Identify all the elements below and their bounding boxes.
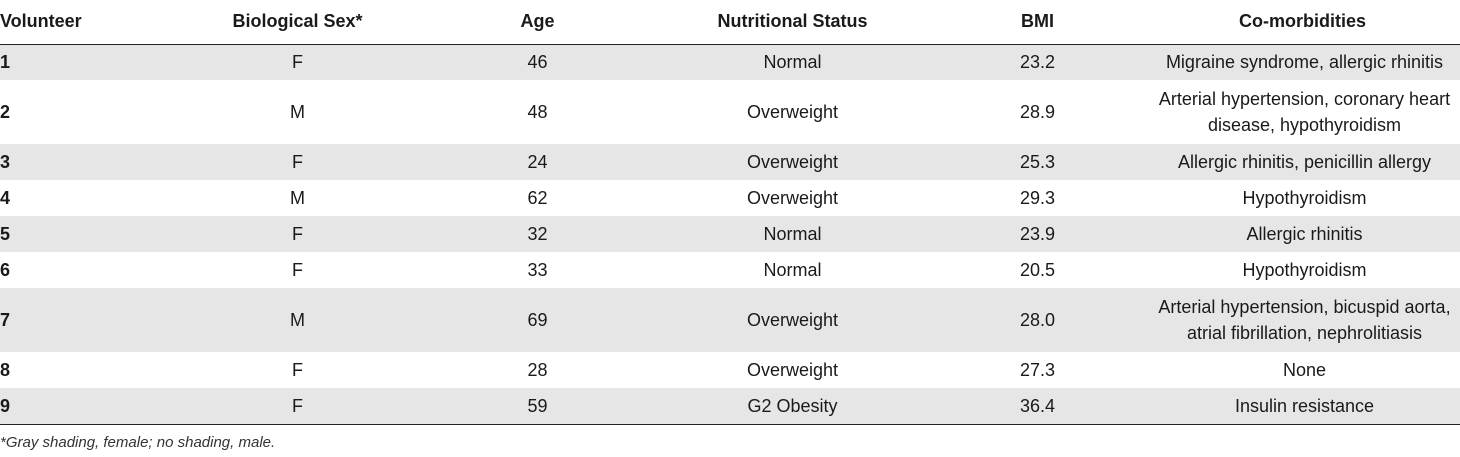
cell-sex: F — [292, 152, 303, 172]
cell-sex: F — [292, 360, 303, 380]
header-volunteer: Volunteer — [0, 11, 82, 32]
cell-comorbidities: None — [1282, 360, 1327, 380]
cell-volunteer: 1 — [0, 52, 11, 73]
cell-age: 69 — [527, 310, 548, 330]
cell-volunteer: 4 — [0, 188, 11, 208]
cell-age: 46 — [527, 52, 548, 73]
cell-age: 32 — [527, 224, 548, 244]
cell-comorbidities: Allergic rhinitis — [1246, 224, 1363, 244]
header-biological-sex: Biological Sex* — [232, 11, 363, 32]
cell-volunteer: 9 — [0, 395, 11, 416]
cell-status: Overweight — [746, 310, 839, 330]
cell-status: Normal — [763, 260, 822, 280]
table-footnote: *Gray shading, female; no shading, male. — [0, 434, 276, 451]
cell-bmi: 25.3 — [1019, 152, 1056, 172]
cell-sex: F — [292, 52, 303, 73]
cell-comorbidities: Hypothyroidism — [1242, 188, 1367, 208]
cell-sex: M — [290, 188, 305, 208]
cell-volunteer: 5 — [0, 224, 11, 244]
cell-sex: F — [292, 260, 303, 280]
cell-volunteer: 8 — [0, 360, 11, 380]
cell-age: 48 — [527, 102, 548, 122]
cell-volunteer: 7 — [0, 310, 11, 330]
table-row: 9 F 59 G2 Obesity 36.4 Insulin resistanc… — [0, 388, 1460, 424]
cell-bmi: 36.4 — [1019, 395, 1056, 416]
cell-status: Overweight — [746, 152, 839, 172]
header-bmi: BMI — [1021, 11, 1054, 32]
table-row: 2 M 48 Overweight 28.9 Arterial hyperten… — [0, 80, 1460, 144]
cell-volunteer: 3 — [0, 152, 11, 172]
cell-bmi: 28.0 — [1019, 310, 1056, 330]
cell-bmi: 20.5 — [1019, 260, 1056, 280]
cell-comorbidities: Insulin resistance — [1234, 395, 1375, 416]
cell-bmi: 29.3 — [1019, 188, 1056, 208]
cell-bmi: 23.9 — [1019, 224, 1056, 244]
cell-bmi: 23.2 — [1019, 52, 1056, 73]
header-comorbidities: Co-morbidities — [1238, 11, 1366, 32]
table-body: 1 F 46 Normal 23.2 Migraine syndrome, al… — [0, 44, 1460, 424]
table-row: 8 F 28 Overweight 27.3 None — [0, 352, 1460, 388]
cell-volunteer: 6 — [0, 260, 11, 280]
cell-status: G2 Obesity — [747, 395, 838, 416]
cell-status: Normal — [763, 224, 822, 244]
cell-comorbidities: Arterial hypertension, coronary heart di… — [1158, 89, 1451, 135]
cell-status: Overweight — [746, 188, 839, 208]
cell-age: 24 — [527, 152, 548, 172]
table-row: 3 F 24 Overweight 25.3 Allergic rhinitis… — [0, 144, 1460, 180]
cell-age: 28 — [527, 360, 548, 380]
cell-comorbidities: Hypothyroidism — [1242, 260, 1367, 280]
table-row: 6 F 33 Normal 20.5 Hypothyroidism — [0, 252, 1460, 288]
table-row: 7 M 69 Overweight 28.0 Arterial hyperten… — [0, 288, 1460, 352]
volunteer-table: Volunteer Biological Sex* Age Nutritiona… — [0, 0, 1460, 424]
cell-sex: F — [292, 224, 303, 244]
table-row: 4 M 62 Overweight 29.3 Hypothyroidism — [0, 180, 1460, 216]
table-header: Volunteer Biological Sex* Age Nutritiona… — [0, 0, 1460, 44]
cell-status: Overweight — [746, 360, 839, 380]
cell-bmi: 28.9 — [1019, 102, 1056, 122]
header-nutritional-status: Nutritional Status — [717, 11, 868, 32]
table-row: 5 F 32 Normal 23.9 Allergic rhinitis — [0, 216, 1460, 252]
cell-sex: F — [292, 395, 303, 416]
cell-comorbidities: Allergic rhinitis, penicillin allergy — [1177, 152, 1432, 172]
header-row: Volunteer Biological Sex* Age Nutritiona… — [0, 0, 1460, 44]
cell-status: Overweight — [746, 102, 839, 122]
cell-sex: M — [290, 102, 305, 122]
cell-sex: M — [290, 310, 305, 330]
cell-age: 33 — [527, 260, 548, 280]
cell-age: 62 — [527, 188, 548, 208]
cell-bmi: 27.3 — [1019, 360, 1056, 380]
table-row: 1 F 46 Normal 23.2 Migraine syndrome, al… — [0, 44, 1460, 80]
cell-status: Normal — [763, 52, 822, 73]
cell-volunteer: 2 — [0, 102, 11, 122]
cell-comorbidities: Migraine syndrome, allergic rhinitis — [1165, 52, 1444, 73]
cell-comorbidities: Arterial hypertension, bicuspid aorta, a… — [1158, 297, 1451, 343]
header-age: Age — [520, 11, 555, 32]
cell-age: 59 — [527, 395, 548, 416]
